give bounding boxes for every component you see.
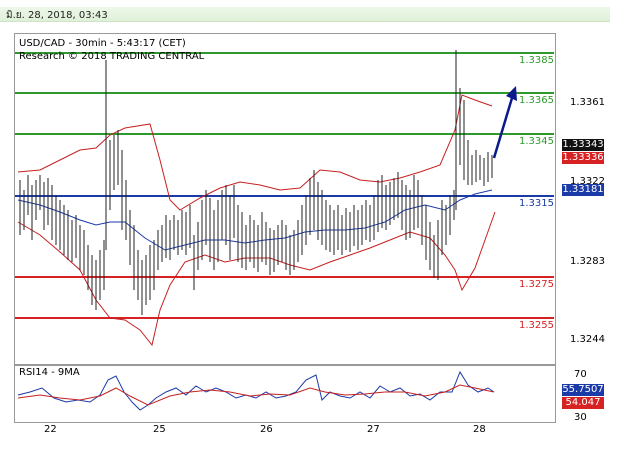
chart-title-line1: USD/CAD - 30min - 5:43:17 (CET) — [19, 38, 186, 49]
x-tick-25: 25 — [153, 424, 166, 435]
y-tick-4: 1.3244 — [570, 334, 605, 345]
date-header-text: มิ.ย. 28, 2018, 03:43 — [6, 10, 108, 21]
x-tick-27: 27 — [367, 424, 380, 435]
forecast-arrow-line — [492, 97, 514, 159]
rsi-tag-ma: 54.047 — [562, 397, 604, 409]
level-label-2: 1.3365 — [519, 95, 554, 106]
date-header: มิ.ย. 28, 2018, 03:43 — [0, 7, 610, 22]
level-label-5: 1.3275 — [519, 279, 554, 290]
rsi-tick-70: 70 — [574, 369, 587, 380]
price-tag-blue: 1.33181 — [562, 184, 604, 196]
x-tick-26: 26 — [260, 424, 273, 435]
bollinger-upper — [17, 94, 493, 211]
level-label-pivot: 1.3315 — [519, 198, 554, 209]
level-label-3: 1.3345 — [519, 136, 554, 147]
level-label-6: 1.3255 — [519, 320, 554, 331]
y-tick-3: 1.3283 — [570, 256, 605, 267]
price-bars — [19, 50, 493, 315]
level-label-1: 1.3385 — [519, 55, 554, 66]
bollinger-lower — [17, 211, 496, 347]
rsi-tick-30: 30 — [574, 412, 587, 423]
rsi-title: RSI14 - 9MA — [19, 367, 80, 378]
moving-average — [17, 189, 493, 251]
price-tag-red: 1.33336 — [562, 152, 604, 164]
top-bar: มิ.ย. 28, 2018, 03:43 — [0, 0, 623, 26]
rsi-tag-value: 55.7507 — [562, 384, 604, 396]
x-tick-28: 28 — [473, 424, 486, 435]
y-tick-1: 1.3361 — [570, 97, 605, 108]
price-tag-current: 1.33343 — [562, 139, 604, 151]
price-chart-panel — [14, 33, 556, 365]
rsi-ma-line — [17, 384, 495, 406]
forecast-arrow-head — [506, 86, 517, 101]
x-tick-22: 22 — [44, 424, 57, 435]
y-tick-2: 1.3322 — [570, 176, 605, 187]
chart-title: USD/CAD - 30min - 5:43:17 (CET) Research… — [19, 37, 204, 63]
chart-title-line2: Research © 2018 TRADING CENTRAL — [19, 51, 205, 62]
rsi-line — [17, 370, 495, 411]
